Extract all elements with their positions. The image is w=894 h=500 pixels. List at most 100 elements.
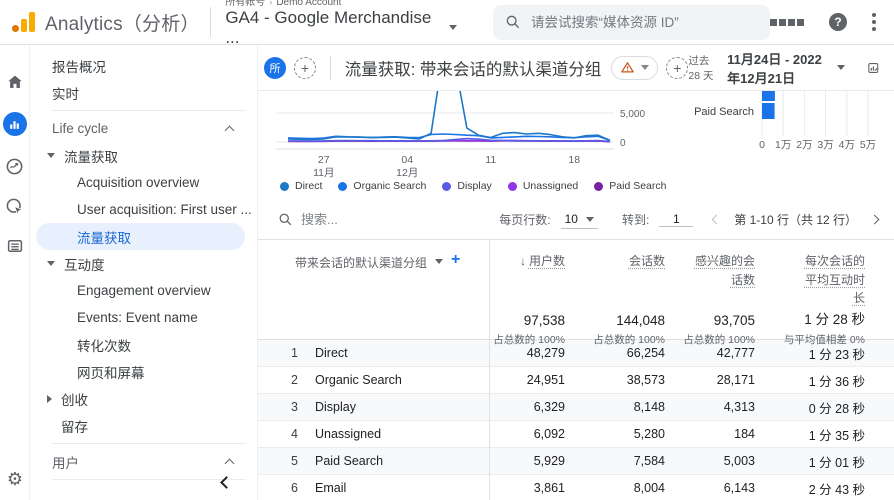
dimension-header[interactable]: 带来会话的默认渠道分组 + <box>295 251 461 271</box>
row-users: 48,279 <box>526 346 565 360</box>
admin-gear-icon[interactable]: ⚙ <box>6 469 24 489</box>
row-channel: Organic Search <box>315 373 402 387</box>
breadcrumb-account[interactable]: Demo Account <box>276 0 342 8</box>
legend-label: Organic Search <box>353 180 427 192</box>
date-range-value[interactable]: 11月24日 - 2022年12月21日 <box>727 51 822 86</box>
legend-item[interactable]: Paid Search <box>594 180 666 192</box>
data-quality-badge[interactable] <box>611 55 659 80</box>
divider <box>52 110 245 111</box>
collapsed-arrow-icon <box>47 394 52 403</box>
sidebar-item-reports-snapshot[interactable]: 报告概况 <box>52 59 106 75</box>
row-users: 3,861 <box>533 481 565 495</box>
row-index: 3 <box>291 400 298 414</box>
collapse-nav-icon[interactable] <box>220 475 233 490</box>
sidebar-item-acquisition-group[interactable]: 流量获取 <box>30 142 257 169</box>
sidebar-item-traffic-acquisition[interactable]: 流量获取 <box>36 223 245 250</box>
add-comparison-icon[interactable]: + <box>294 56 316 79</box>
row-engaged-sessions: 28,171 <box>716 373 755 387</box>
legend-item[interactable]: Unassigned <box>507 180 579 192</box>
svg-text:12月: 12月 <box>396 167 418 179</box>
sidebar-item-events[interactable]: Events: Event name <box>77 310 198 325</box>
sidebar-item-engagement-overview[interactable]: Engagement overview <box>77 283 211 298</box>
product-name: Analytics（分析） <box>45 13 200 35</box>
nav-rail: ⚙ <box>0 45 30 500</box>
customize-report-icon[interactable] <box>867 58 880 78</box>
table-search-input[interactable] <box>301 212 451 227</box>
reports-nav: 报告概况 实时 Life cycle 流量获取 Acquisition over… <box>30 45 258 500</box>
next-page-icon[interactable] <box>869 214 880 225</box>
help-icon[interactable]: ? <box>829 13 847 31</box>
sidebar-item-realtime[interactable]: 实时 <box>52 86 79 102</box>
sidebar-item-retention[interactable]: 留存 <box>61 419 88 435</box>
prev-page-icon[interactable] <box>711 214 722 225</box>
global-search[interactable] <box>492 4 770 40</box>
sidebar-item-user-acquisition[interactable]: User acquisition: First user ... <box>77 202 252 217</box>
legend-label: Unassigned <box>522 180 579 192</box>
legend-label: Direct <box>295 180 323 192</box>
table-search[interactable] <box>278 212 451 227</box>
table-row[interactable]: 3 Display 6,329 8,148 4,313 0 分 28 秒 <box>258 394 894 421</box>
property-selector[interactable]: GA4 - Google Merchandise ... <box>225 8 457 47</box>
add-metric-icon[interactable]: + <box>666 56 689 79</box>
svg-text:Paid Search: Paid Search <box>694 106 754 118</box>
divider <box>52 479 245 480</box>
row-avg-engagement-time: 2 分 43 秒 <box>808 482 865 497</box>
advertising-icon[interactable] <box>5 197 24 216</box>
sidebar-item-conversions[interactable]: 转化次数 <box>77 338 131 354</box>
chevron-down-icon <box>448 25 457 31</box>
table-row[interactable]: 2 Organic Search 24,951 38,573 28,171 1 … <box>258 367 894 394</box>
row-avg-engagement-time: 1 分 36 秒 <box>808 374 865 389</box>
explore-icon[interactable] <box>5 157 24 176</box>
sidebar-item-monetization-group[interactable]: 创收 <box>30 385 257 412</box>
collection-chip[interactable]: 所 <box>264 56 286 79</box>
table-row[interactable]: 4 Unassigned 6,092 5,280 184 1 分 35 秒 <box>258 421 894 448</box>
add-dimension-icon[interactable]: + <box>451 251 461 268</box>
charts-panel: 5,000 0 27 11月 04 12月 11 18 0 1万 2万 3万 4万 5万 Paid Sea… <box>258 90 894 200</box>
breadcrumb-account-path[interactable]: 所有帐号 <box>225 0 266 8</box>
sidebar-item-engagement-group[interactable]: 互动度 <box>30 250 257 277</box>
metric-col-sessions[interactable]: 会话数 144,048 占总数的 100% <box>593 254 665 346</box>
chevron-down-icon <box>641 65 650 70</box>
sidebar-item-acquisition-overview[interactable]: Acquisition overview <box>77 175 200 190</box>
reports-icon[interactable] <box>2 112 27 136</box>
row-sessions: 38,573 <box>626 373 665 387</box>
metric-col-users[interactable]: ↓ 用户数 97,538 占总数的 100% <box>493 254 565 346</box>
library-icon[interactable] <box>6 237 24 255</box>
sidebar-section-life-cycle[interactable]: Life cycle <box>30 115 257 142</box>
sidebar-item-pages-screens[interactable]: 网页和屏幕 <box>77 365 145 381</box>
home-icon[interactable] <box>6 73 24 91</box>
svg-text:5,000: 5,000 <box>620 109 645 120</box>
divider <box>52 443 245 444</box>
legend-item[interactable]: Organic Search <box>338 180 426 192</box>
row-sessions: 5,280 <box>633 427 665 441</box>
legend-item[interactable]: Display <box>442 180 492 192</box>
legend-dot-icon <box>507 181 517 191</box>
row-users: 6,092 <box>533 427 565 441</box>
chevron-down-icon <box>585 216 594 222</box>
users-by-channel-bar-chart[interactable]: 0 1万 2万 3万 4万 5万 Paid Search <box>660 91 894 187</box>
apps-grid-icon[interactable] <box>770 18 804 26</box>
goto-page-input[interactable] <box>659 212 694 227</box>
row-engaged-sessions: 5,003 <box>723 454 755 468</box>
rows-per-page-select[interactable]: 10 <box>560 210 598 229</box>
breadcrumb-separator-icon: › <box>269 0 273 8</box>
collapse-icon <box>224 125 235 136</box>
more-menu-icon[interactable] <box>872 13 876 31</box>
row-avg-engagement-time: 1 分 23 秒 <box>808 347 865 362</box>
metric-col-engaged-sessions[interactable]: 感兴趣的会话数 93,705 占总数的 100% <box>683 254 755 346</box>
row-channel: Display <box>315 400 356 414</box>
legend-item[interactable]: Direct <box>280 180 322 192</box>
legend-dot-icon <box>442 181 452 191</box>
metric-col-avg-engagement-time[interactable]: 每次会话的平均互动时长 1 分 28 秒与平均值相差 0% <box>783 254 865 346</box>
table-row[interactable]: 5 Paid Search 5,929 7,584 5,003 1 分 01 秒 <box>258 448 894 475</box>
sidebar-section-user[interactable]: 用户 <box>30 448 257 475</box>
table-row[interactable]: 6 Email 3,861 8,004 6,143 2 分 43 秒 <box>258 475 894 500</box>
table-row[interactable]: 1 Direct 48,279 66,254 42,777 1 分 23 秒 <box>258 340 894 367</box>
analytics-logo-icon[interactable] <box>12 12 35 32</box>
svg-text:04: 04 <box>401 154 413 166</box>
global-search-input[interactable] <box>530 14 751 30</box>
rows-per-page-label: 每页行数: <box>499 213 551 227</box>
row-channel: Direct <box>315 346 348 360</box>
svg-text:5万: 5万 <box>860 139 876 151</box>
